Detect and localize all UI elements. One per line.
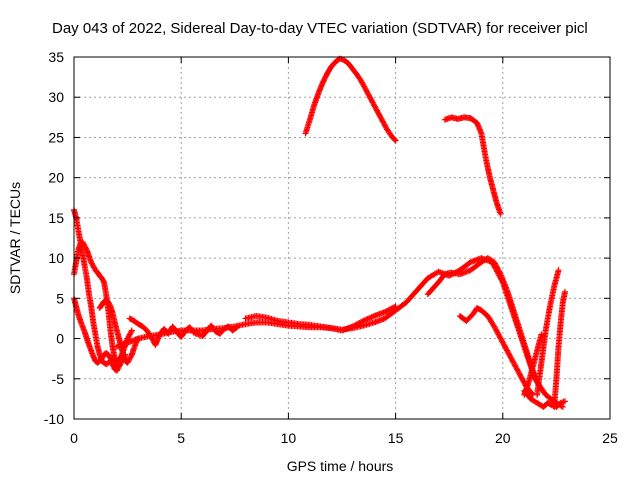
data-point — [391, 304, 398, 311]
data-point — [233, 324, 240, 331]
data-point — [561, 398, 568, 405]
series-arc-peak — [302, 55, 399, 144]
y-tick-label: 10 — [48, 250, 64, 266]
data-point — [538, 331, 545, 338]
data-point — [392, 303, 399, 310]
series-arc-daytime-mid — [242, 303, 399, 334]
data-point — [392, 137, 399, 144]
data-point — [559, 403, 566, 410]
x-tick-label: 20 — [495, 430, 511, 446]
data-point — [83, 245, 90, 252]
chart-title: Day 043 of 2022, Sidereal Day-to-day VTE… — [52, 20, 588, 37]
data-point — [367, 314, 374, 321]
y-tick-label: -10 — [44, 411, 64, 427]
data-point — [555, 267, 562, 274]
y-tick-label: 5 — [56, 290, 64, 306]
x-tick-label: 10 — [281, 430, 297, 446]
y-tick-label: 25 — [48, 129, 64, 145]
y-tick-label: 30 — [48, 89, 64, 105]
data-marks — [71, 55, 568, 410]
data-point — [128, 328, 135, 335]
series-arc-late-mid — [424, 255, 543, 390]
y-tick-label: 35 — [48, 49, 64, 65]
series-arc-rise-c — [521, 331, 545, 398]
y-tick-label: 20 — [48, 170, 64, 186]
data-point — [363, 316, 370, 323]
data-point — [391, 136, 398, 143]
data-point — [128, 327, 135, 334]
data-point — [232, 325, 239, 332]
x-tick-label: 0 — [70, 430, 78, 446]
data-point — [496, 269, 503, 276]
series-arc-rise-b — [551, 288, 568, 410]
data-point — [497, 210, 504, 217]
x-tick-label: 25 — [602, 430, 618, 446]
data-point — [364, 316, 371, 323]
data-point — [360, 317, 367, 324]
data-point — [100, 277, 107, 284]
series-arc-noise-cluster — [126, 315, 240, 348]
series-arc-early-second — [71, 239, 120, 370]
data-point — [369, 313, 376, 320]
series-arc-early-bump — [96, 296, 142, 366]
data-point — [368, 314, 375, 321]
plot-frame — [73, 56, 611, 420]
y-axis-title: SDTVAR / TECUs — [7, 182, 23, 294]
data-point — [561, 288, 568, 295]
y-tick-label: 15 — [48, 210, 64, 226]
data-point — [106, 354, 113, 361]
series-arc-rise-a — [534, 267, 562, 398]
x-tick-label: 15 — [388, 430, 404, 446]
axis-ticks: 0 5 10 15 20 25 -10 -5 0 5 10 15 20 25 30 35 — [44, 49, 618, 446]
y-tick-label: 0 — [56, 331, 64, 347]
data-point — [361, 317, 368, 324]
y-tick-label: -5 — [52, 371, 65, 387]
data-point — [365, 315, 372, 322]
data-point — [359, 318, 366, 325]
data-point — [128, 352, 135, 359]
series-arc-early-descent — [71, 206, 135, 368]
series-arc-early-third — [71, 295, 129, 374]
x-tick-label: 5 — [177, 430, 185, 446]
x-axis-title: GPS time / hours — [287, 458, 394, 474]
data-point — [106, 302, 113, 309]
series-arc-late-high — [441, 114, 504, 217]
